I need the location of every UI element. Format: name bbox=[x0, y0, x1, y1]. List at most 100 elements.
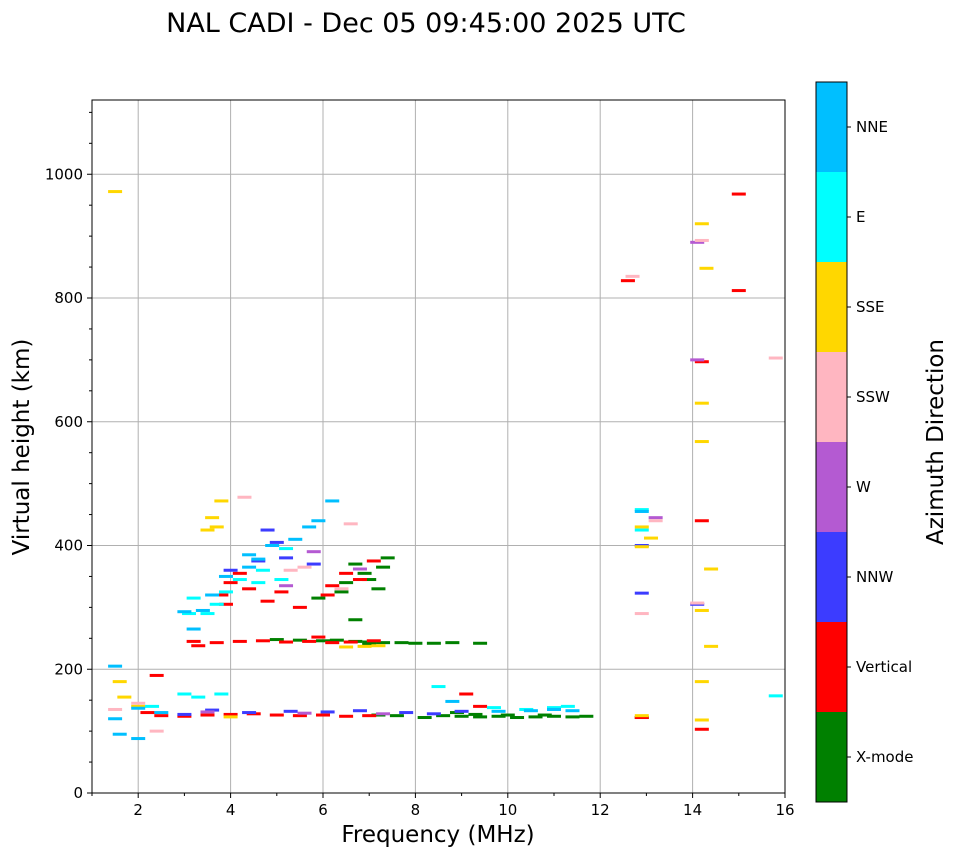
data-point bbox=[131, 701, 146, 705]
data-point bbox=[376, 712, 391, 716]
data-point bbox=[200, 710, 215, 714]
data-point bbox=[634, 612, 649, 616]
series-sse bbox=[108, 190, 719, 722]
x-tick-label: 4 bbox=[226, 801, 236, 819]
colorbar-swatch bbox=[816, 172, 847, 262]
data-point bbox=[352, 709, 367, 713]
data-point bbox=[694, 360, 709, 364]
data-point bbox=[209, 602, 224, 606]
data-point bbox=[269, 638, 284, 642]
data-point bbox=[223, 715, 238, 719]
data-point bbox=[648, 519, 663, 523]
y-tick-label: 800 bbox=[54, 289, 83, 307]
data-point bbox=[311, 519, 326, 523]
data-point bbox=[283, 709, 298, 713]
x-axis-title: Frequency (MHz) bbox=[341, 822, 534, 848]
data-point bbox=[426, 712, 441, 716]
data-point bbox=[362, 643, 377, 646]
colorbar: X-mode Vertical NNW W SSW SSE E NNE bbox=[815, 81, 913, 803]
data-point bbox=[131, 706, 146, 710]
data-point bbox=[242, 565, 257, 569]
data-point bbox=[408, 641, 423, 645]
data-point bbox=[690, 601, 705, 605]
data-point bbox=[634, 591, 649, 595]
data-point bbox=[699, 266, 714, 270]
data-point bbox=[191, 644, 206, 648]
data-point bbox=[200, 713, 215, 717]
data-points bbox=[108, 190, 783, 741]
data-point bbox=[634, 716, 649, 720]
data-point bbox=[547, 714, 561, 718]
data-point bbox=[117, 695, 132, 699]
y-tick-label: 200 bbox=[54, 660, 83, 678]
data-point bbox=[343, 522, 358, 526]
data-point bbox=[214, 593, 229, 597]
data-point bbox=[292, 605, 307, 609]
data-point bbox=[468, 712, 483, 716]
data-point bbox=[306, 550, 321, 554]
data-point bbox=[223, 568, 238, 572]
data-point bbox=[473, 715, 488, 719]
data-point bbox=[473, 704, 488, 708]
colorbar-title: Azimuth Direction bbox=[923, 339, 949, 545]
data-point bbox=[399, 711, 414, 715]
data-point bbox=[232, 639, 247, 643]
data-point bbox=[251, 581, 266, 585]
x-tick-label: 6 bbox=[318, 801, 328, 819]
y-tick-label: 0 bbox=[73, 784, 83, 802]
data-point bbox=[380, 556, 395, 560]
data-point bbox=[182, 612, 197, 616]
data-point bbox=[269, 540, 284, 544]
series-w bbox=[200, 240, 705, 716]
series-ssw bbox=[108, 238, 783, 733]
colorbar-label: SSW bbox=[856, 388, 890, 406]
data-point bbox=[547, 707, 561, 711]
data-point bbox=[731, 192, 746, 196]
data-point bbox=[154, 714, 169, 718]
data-point bbox=[620, 279, 635, 283]
data-point bbox=[269, 713, 284, 717]
series-nne bbox=[108, 499, 649, 741]
data-point bbox=[334, 590, 349, 594]
colorbar-label: NNW bbox=[856, 568, 893, 586]
data-point bbox=[325, 641, 340, 645]
colorbar-swatch bbox=[816, 442, 847, 532]
x-tick-label: 8 bbox=[411, 801, 421, 819]
data-point bbox=[112, 680, 127, 684]
y-axis-title: Virtual height (km) bbox=[9, 339, 35, 556]
data-point bbox=[149, 729, 164, 733]
data-point bbox=[265, 544, 280, 547]
colorbar-label: W bbox=[856, 478, 871, 496]
data-point bbox=[690, 240, 705, 244]
data-point bbox=[445, 641, 460, 645]
data-point bbox=[260, 599, 275, 603]
data-point bbox=[232, 571, 247, 575]
colorbar-label: NNE bbox=[856, 118, 888, 136]
data-point bbox=[454, 714, 469, 718]
data-point bbox=[279, 556, 294, 560]
data-point bbox=[634, 545, 649, 549]
data-point bbox=[209, 525, 224, 529]
data-point bbox=[473, 641, 488, 645]
data-point bbox=[108, 664, 123, 668]
data-point bbox=[357, 644, 372, 648]
data-point bbox=[486, 706, 501, 710]
data-point bbox=[371, 587, 386, 591]
data-point bbox=[108, 707, 123, 711]
data-point bbox=[417, 716, 432, 720]
data-point bbox=[292, 638, 307, 642]
data-point bbox=[242, 587, 257, 591]
data-point bbox=[177, 714, 192, 718]
data-point bbox=[288, 537, 303, 541]
data-point bbox=[528, 715, 543, 719]
data-point bbox=[362, 578, 377, 582]
data-point bbox=[348, 562, 363, 566]
data-point bbox=[694, 718, 709, 722]
data-point bbox=[320, 593, 335, 597]
colorbar-frame bbox=[815, 81, 848, 803]
data-point bbox=[348, 618, 363, 622]
data-point bbox=[205, 516, 220, 520]
data-point bbox=[366, 639, 381, 643]
data-point bbox=[209, 641, 224, 645]
data-point bbox=[316, 713, 330, 717]
